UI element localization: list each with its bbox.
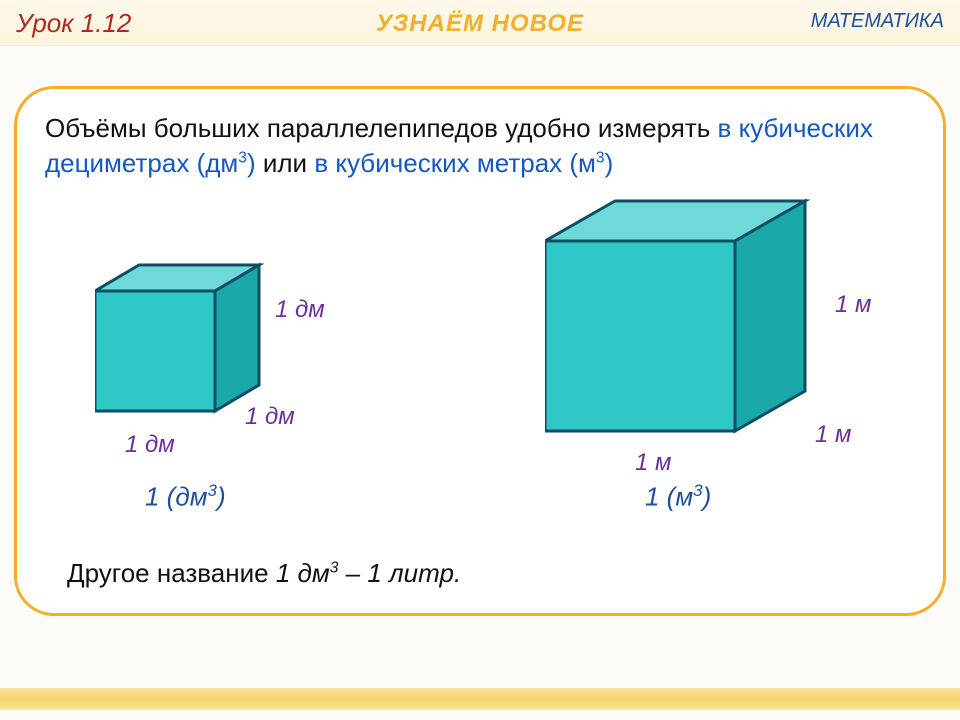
cube-large-label-right: 1 м (835, 291, 871, 319)
cube-small-label-bl: 1 дм (125, 431, 175, 459)
cubes-area: 1 дм 1 дм 1 дм 1 (дм3) 1 м 1 м 1 м 1 (м3… (45, 191, 915, 501)
content-panel: Объёмы больших параллелепипедов удобно и… (14, 86, 946, 616)
cube-large-label-bl: 1 м (635, 449, 671, 477)
intro-part2: или (256, 148, 315, 178)
intro-text: Объёмы больших параллелепипедов удобно и… (45, 111, 915, 181)
footer-stripe (0, 688, 960, 710)
cube-large-label-br: 1 м (815, 421, 851, 449)
intro-blue2: в кубических метрах (м3) (314, 148, 613, 178)
cube-small-label-br: 1 дм (245, 403, 295, 431)
subject-label: МАТЕМАТИКА (811, 10, 944, 33)
cube-small-label-right: 1 дм (275, 296, 325, 324)
cube-large (545, 181, 845, 481)
intro-part1: Объёмы больших параллелепипедов удобно и… (45, 113, 718, 143)
cube-large-volume: 1 (м3) (645, 481, 711, 513)
slide-header: Урок 1.12 УЗНАЁМ НОВОЕ МАТЕМАТИКА (0, 0, 960, 46)
note-text: Другое название 1 дм3 – 1 литр. (67, 558, 461, 589)
cube-small-volume: 1 (дм3) (145, 481, 226, 513)
cube-large-svg (545, 181, 845, 481)
